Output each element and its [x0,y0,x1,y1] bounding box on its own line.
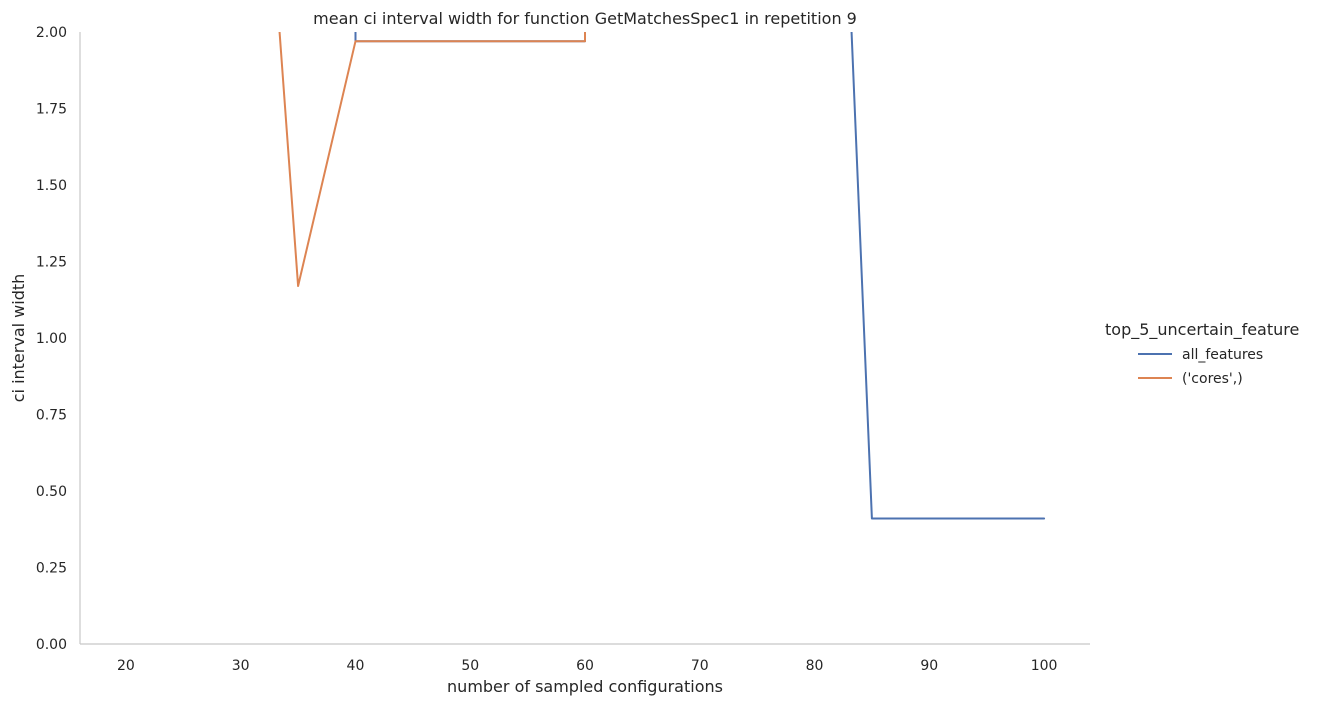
y-axis-label: ci interval width [9,274,28,403]
y-tick-label: 0.25 [36,561,67,577]
x-tick-label: 90 [920,658,938,674]
legend: top_5_uncertain_feature all_features ('co… [1105,320,1299,387]
chart-title: mean ci interval width for function GetM… [313,9,857,28]
x-axis-label: number of sampled configurations [447,677,723,696]
x-tick-label: 100 [1031,658,1058,674]
legend-items: all_features ('cores',) [1138,347,1263,387]
x-tick-label: 70 [691,658,709,674]
y-tick-label: 2.00 [36,25,67,41]
y-tick-label: 1.00 [36,331,67,347]
series-layer [278,32,1046,520]
y-tick-label: 1.25 [36,255,67,271]
y-tick-label: 0.00 [36,637,67,653]
x-tick-label: 30 [232,658,250,674]
legend-label-0: all_features [1182,347,1263,363]
axes-layer [79,32,1090,645]
x-tick-label: 40 [347,658,365,674]
series-line-1 [278,32,586,287]
ticks-layer: 20 30 40 50 60 70 80 90 100 0.00 0.25 0.50 0.75 1.00 1… [36,25,1058,674]
x-tick-label: 50 [461,658,479,674]
x-tick-label: 60 [576,658,594,674]
x-tick-label: 80 [806,658,824,674]
y-tick-label: 1.75 [36,102,67,118]
y-tick-label: 0.75 [36,408,67,424]
x-tick-label: 20 [117,658,135,674]
y-tick-label: 1.50 [36,178,67,194]
series-line-0 [354,32,1046,520]
legend-label-1: ('cores',) [1182,371,1243,387]
legend-title: top_5_uncertain_feature [1105,320,1299,340]
y-tick-label: 0.50 [36,484,67,500]
